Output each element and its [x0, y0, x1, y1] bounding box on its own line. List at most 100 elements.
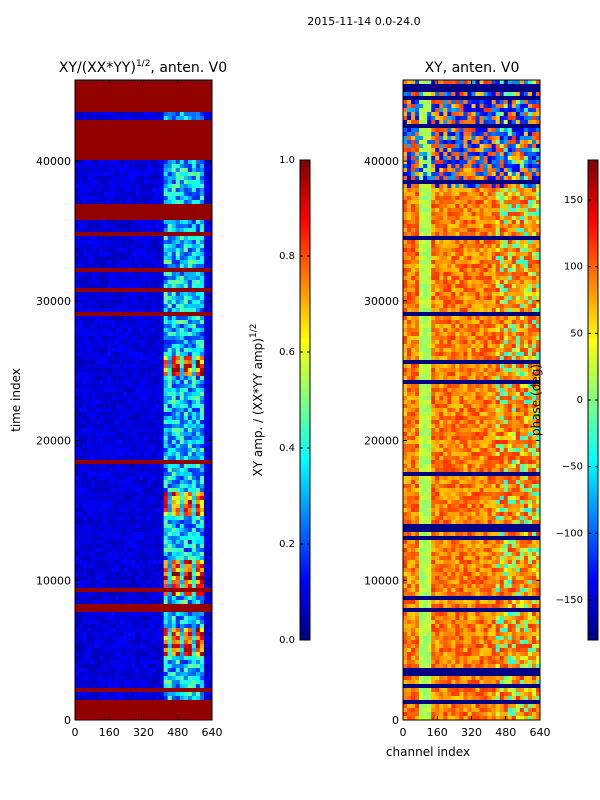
amplitude-cell	[195, 236, 201, 241]
amplitude-cell	[151, 504, 156, 509]
amplitude-cell	[131, 368, 136, 373]
amplitude-cell	[171, 156, 177, 161]
amplitude-cell	[191, 540, 197, 545]
amplitude-cell	[175, 504, 181, 509]
amplitude-cell	[159, 472, 165, 477]
amplitude-cell	[99, 204, 104, 209]
amplitude-cell	[175, 412, 181, 417]
amplitude-cell	[123, 628, 128, 633]
amplitude-cell	[207, 224, 213, 229]
amplitude-cell	[99, 424, 104, 429]
amplitude-cell	[111, 80, 116, 85]
amplitude-cell	[187, 620, 193, 625]
amplitude-cell	[199, 308, 205, 313]
amplitude-cell	[119, 524, 124, 529]
amplitude-cell	[163, 152, 169, 157]
amplitude-cell	[163, 264, 169, 269]
amplitude-cell	[135, 524, 140, 529]
amplitude-cell	[75, 560, 80, 565]
amplitude-cell	[111, 536, 116, 541]
amplitude-cell	[175, 432, 181, 437]
amplitude-cell	[183, 228, 189, 233]
amplitude-cell	[103, 452, 108, 457]
amplitude-cell	[111, 144, 116, 149]
amplitude-cell	[111, 304, 116, 309]
amplitude-cell	[131, 452, 136, 457]
amplitude-cell	[195, 624, 201, 629]
amplitude-cell	[151, 484, 156, 489]
amplitude-cell	[131, 584, 136, 589]
amplitude-cell	[191, 196, 197, 201]
amplitude-cell	[127, 208, 132, 213]
amplitude-cell	[99, 368, 104, 373]
amplitude-cell	[103, 620, 108, 625]
amplitude-cell	[207, 328, 213, 333]
amplitude-cell	[171, 536, 177, 541]
amplitude-cell	[95, 148, 100, 153]
amplitude-cell	[155, 116, 161, 121]
amplitude-cell	[139, 312, 144, 317]
amplitude-cell	[75, 564, 80, 569]
amplitude-cell	[83, 436, 88, 441]
amplitude-cell	[87, 124, 92, 129]
amplitude-cell	[191, 252, 197, 257]
amplitude-cell	[103, 664, 108, 669]
amplitude-cell	[107, 136, 112, 141]
amplitude-cell	[171, 492, 177, 497]
amplitude-cell	[207, 644, 213, 649]
amplitude-cell	[175, 620, 181, 625]
amplitude-cell	[107, 176, 112, 181]
amplitude-cell	[171, 276, 177, 281]
amplitude-cell	[151, 100, 156, 105]
amplitude-cell	[139, 156, 144, 161]
amplitude-cell	[127, 488, 132, 493]
amplitude-cell	[83, 304, 88, 309]
amplitude-cell	[75, 616, 80, 621]
amplitude-cell	[123, 316, 128, 321]
amplitude-cell	[115, 276, 120, 281]
amplitude-cell	[195, 620, 201, 625]
amplitude-cell	[199, 400, 205, 405]
amplitude-cell	[115, 292, 120, 297]
amplitude-cell	[123, 552, 128, 557]
amplitude-cell	[87, 312, 92, 317]
amplitude-cell	[115, 540, 120, 545]
amplitude-cell	[83, 536, 88, 541]
amplitude-cell	[91, 80, 96, 85]
amplitude-cell	[199, 124, 205, 129]
amplitude-cell	[167, 656, 173, 661]
amplitude-cell	[75, 364, 80, 369]
amplitude-cell	[83, 144, 88, 149]
amplitude-cell	[179, 256, 185, 261]
amplitude-cell	[207, 556, 213, 561]
amplitude-cell	[191, 80, 197, 85]
amplitude-cell	[75, 408, 80, 413]
amplitude-cell	[175, 436, 181, 441]
amplitude-cell	[151, 268, 156, 273]
amplitude-cell	[123, 184, 128, 189]
amplitude-cell	[191, 268, 197, 273]
amplitude-cell	[131, 312, 136, 317]
amplitude-cell	[167, 572, 173, 577]
amplitude-cell	[111, 408, 116, 413]
amplitude-cell	[151, 588, 156, 593]
amplitude-cell	[131, 128, 136, 133]
amplitude-cell	[187, 120, 193, 125]
amplitude-cell	[135, 612, 140, 617]
amplitude-cell	[139, 248, 144, 253]
amplitude-cell	[115, 364, 120, 369]
amplitude-cell	[119, 464, 124, 469]
amplitude-cell	[195, 116, 201, 121]
amplitude-cell	[111, 280, 116, 285]
amplitude-cell	[143, 492, 148, 497]
amplitude-cell	[171, 336, 177, 341]
amplitude-cell	[87, 176, 92, 181]
amplitude-cell	[131, 256, 136, 261]
amplitude-cell	[127, 536, 132, 541]
amplitude-cell	[107, 656, 112, 661]
amplitude-cell	[195, 524, 201, 529]
amplitude-cell	[127, 404, 132, 409]
amplitude-cell	[87, 308, 92, 313]
amplitude-cell	[143, 472, 148, 477]
amplitude-cell	[183, 360, 189, 365]
